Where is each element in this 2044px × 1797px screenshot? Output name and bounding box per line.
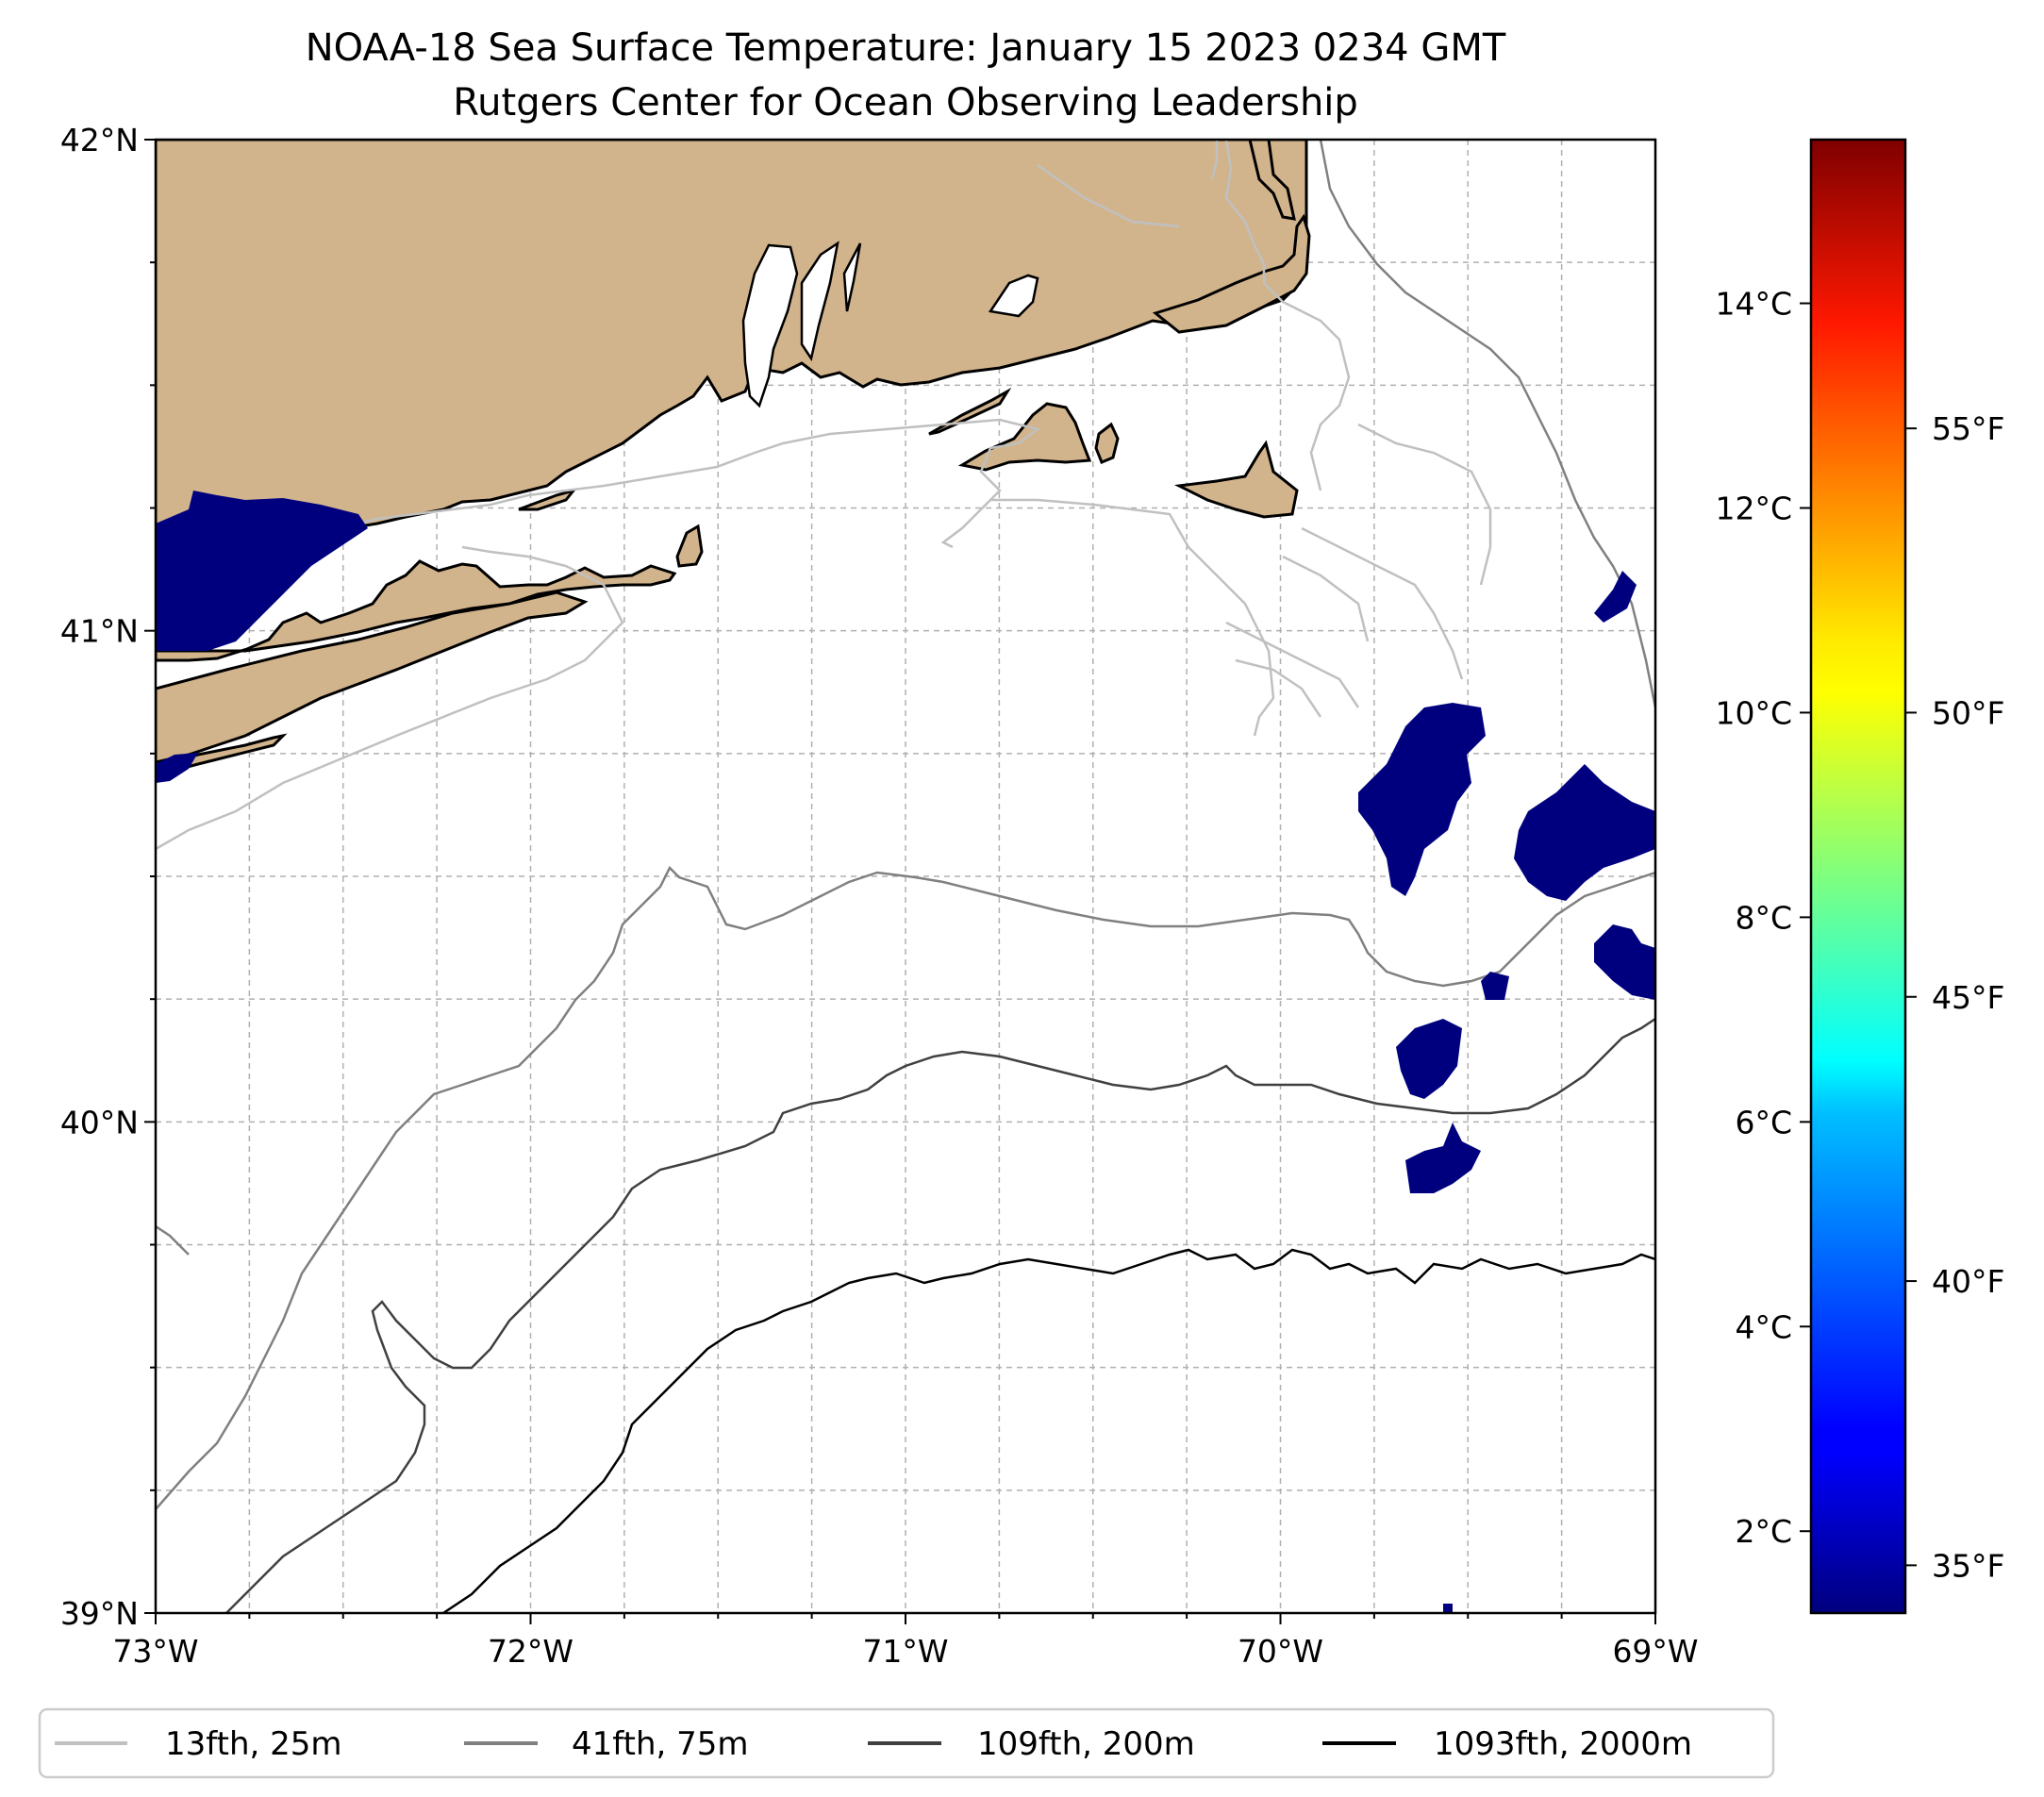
map-tick-marks <box>144 139 1656 1624</box>
x-tick-label: 72°W <box>488 1633 573 1670</box>
y-tick-label: 41°N <box>60 613 139 650</box>
colorbar-celsius-label: 6°C <box>1735 1104 1792 1140</box>
sst-patches <box>156 491 1655 1613</box>
x-tick-label: 73°W <box>112 1633 198 1670</box>
y-tick-label: 39°N <box>60 1595 139 1632</box>
colorbar-fahrenheit-label: 50°F <box>1932 694 2004 731</box>
legend: 13fth, 25m 41fth, 75m 109fth, 200m 1093f… <box>38 1707 1775 1779</box>
colorbar-frame <box>1809 138 1907 1615</box>
legend-label-25m: 13fth, 25m <box>165 1725 342 1763</box>
isobath-2000m <box>442 1248 1655 1613</box>
map-tick-labels: 73°W 72°W 71°W 70°W 69°W 42°N 41°N 40°N 39°N <box>60 122 1699 1670</box>
colorbar-fahrenheit-label: 40°F <box>1932 1263 2004 1300</box>
x-tick-label: 69°W <box>1612 1633 1698 1670</box>
map-title: NOAA-18 Sea Surface Temperature: January… <box>306 26 1506 70</box>
y-tick-label: 42°N <box>60 122 139 158</box>
colorbar-celsius-label: 8°C <box>1735 899 1792 936</box>
colorbar-celsius-label: 10°C <box>1715 694 1792 731</box>
colorbar-fahrenheit-label: 55°F <box>1932 410 2004 447</box>
colorbar-celsius-label: 14°C <box>1715 286 1792 323</box>
colorbar-ticks: 14°C 12°C 10°C 8°C 6°C 4°C 2°C 55°F 50°F 45°F 40°F… <box>1715 286 2004 1585</box>
land <box>156 140 1311 777</box>
colorbar-celsius-label: 2°C <box>1735 1513 1792 1550</box>
legend-label-2000m: 1093fth, 2000m <box>1434 1725 1692 1763</box>
isobath-200m <box>225 1017 1655 1613</box>
x-tick-label: 71°W <box>862 1633 948 1670</box>
colorbar <box>1811 140 1905 1613</box>
map-subtitle: Rutgers Center for Ocean Observing Leade… <box>453 81 1358 125</box>
legend-label-200m: 109fth, 200m <box>977 1725 1195 1763</box>
colorbar-celsius-label: 4°C <box>1735 1308 1792 1345</box>
map-area <box>156 140 1655 1613</box>
legend-label-75m: 41fth, 75m <box>572 1725 749 1763</box>
bays <box>741 241 1039 408</box>
x-tick-label: 70°W <box>1238 1633 1323 1670</box>
y-tick-label: 40°N <box>60 1104 139 1140</box>
colorbar-fahrenheit-label: 35°F <box>1932 1547 2004 1584</box>
colorbar-celsius-label: 12°C <box>1715 491 1792 527</box>
colorbar-fahrenheit-label: 45°F <box>1932 979 2004 1016</box>
